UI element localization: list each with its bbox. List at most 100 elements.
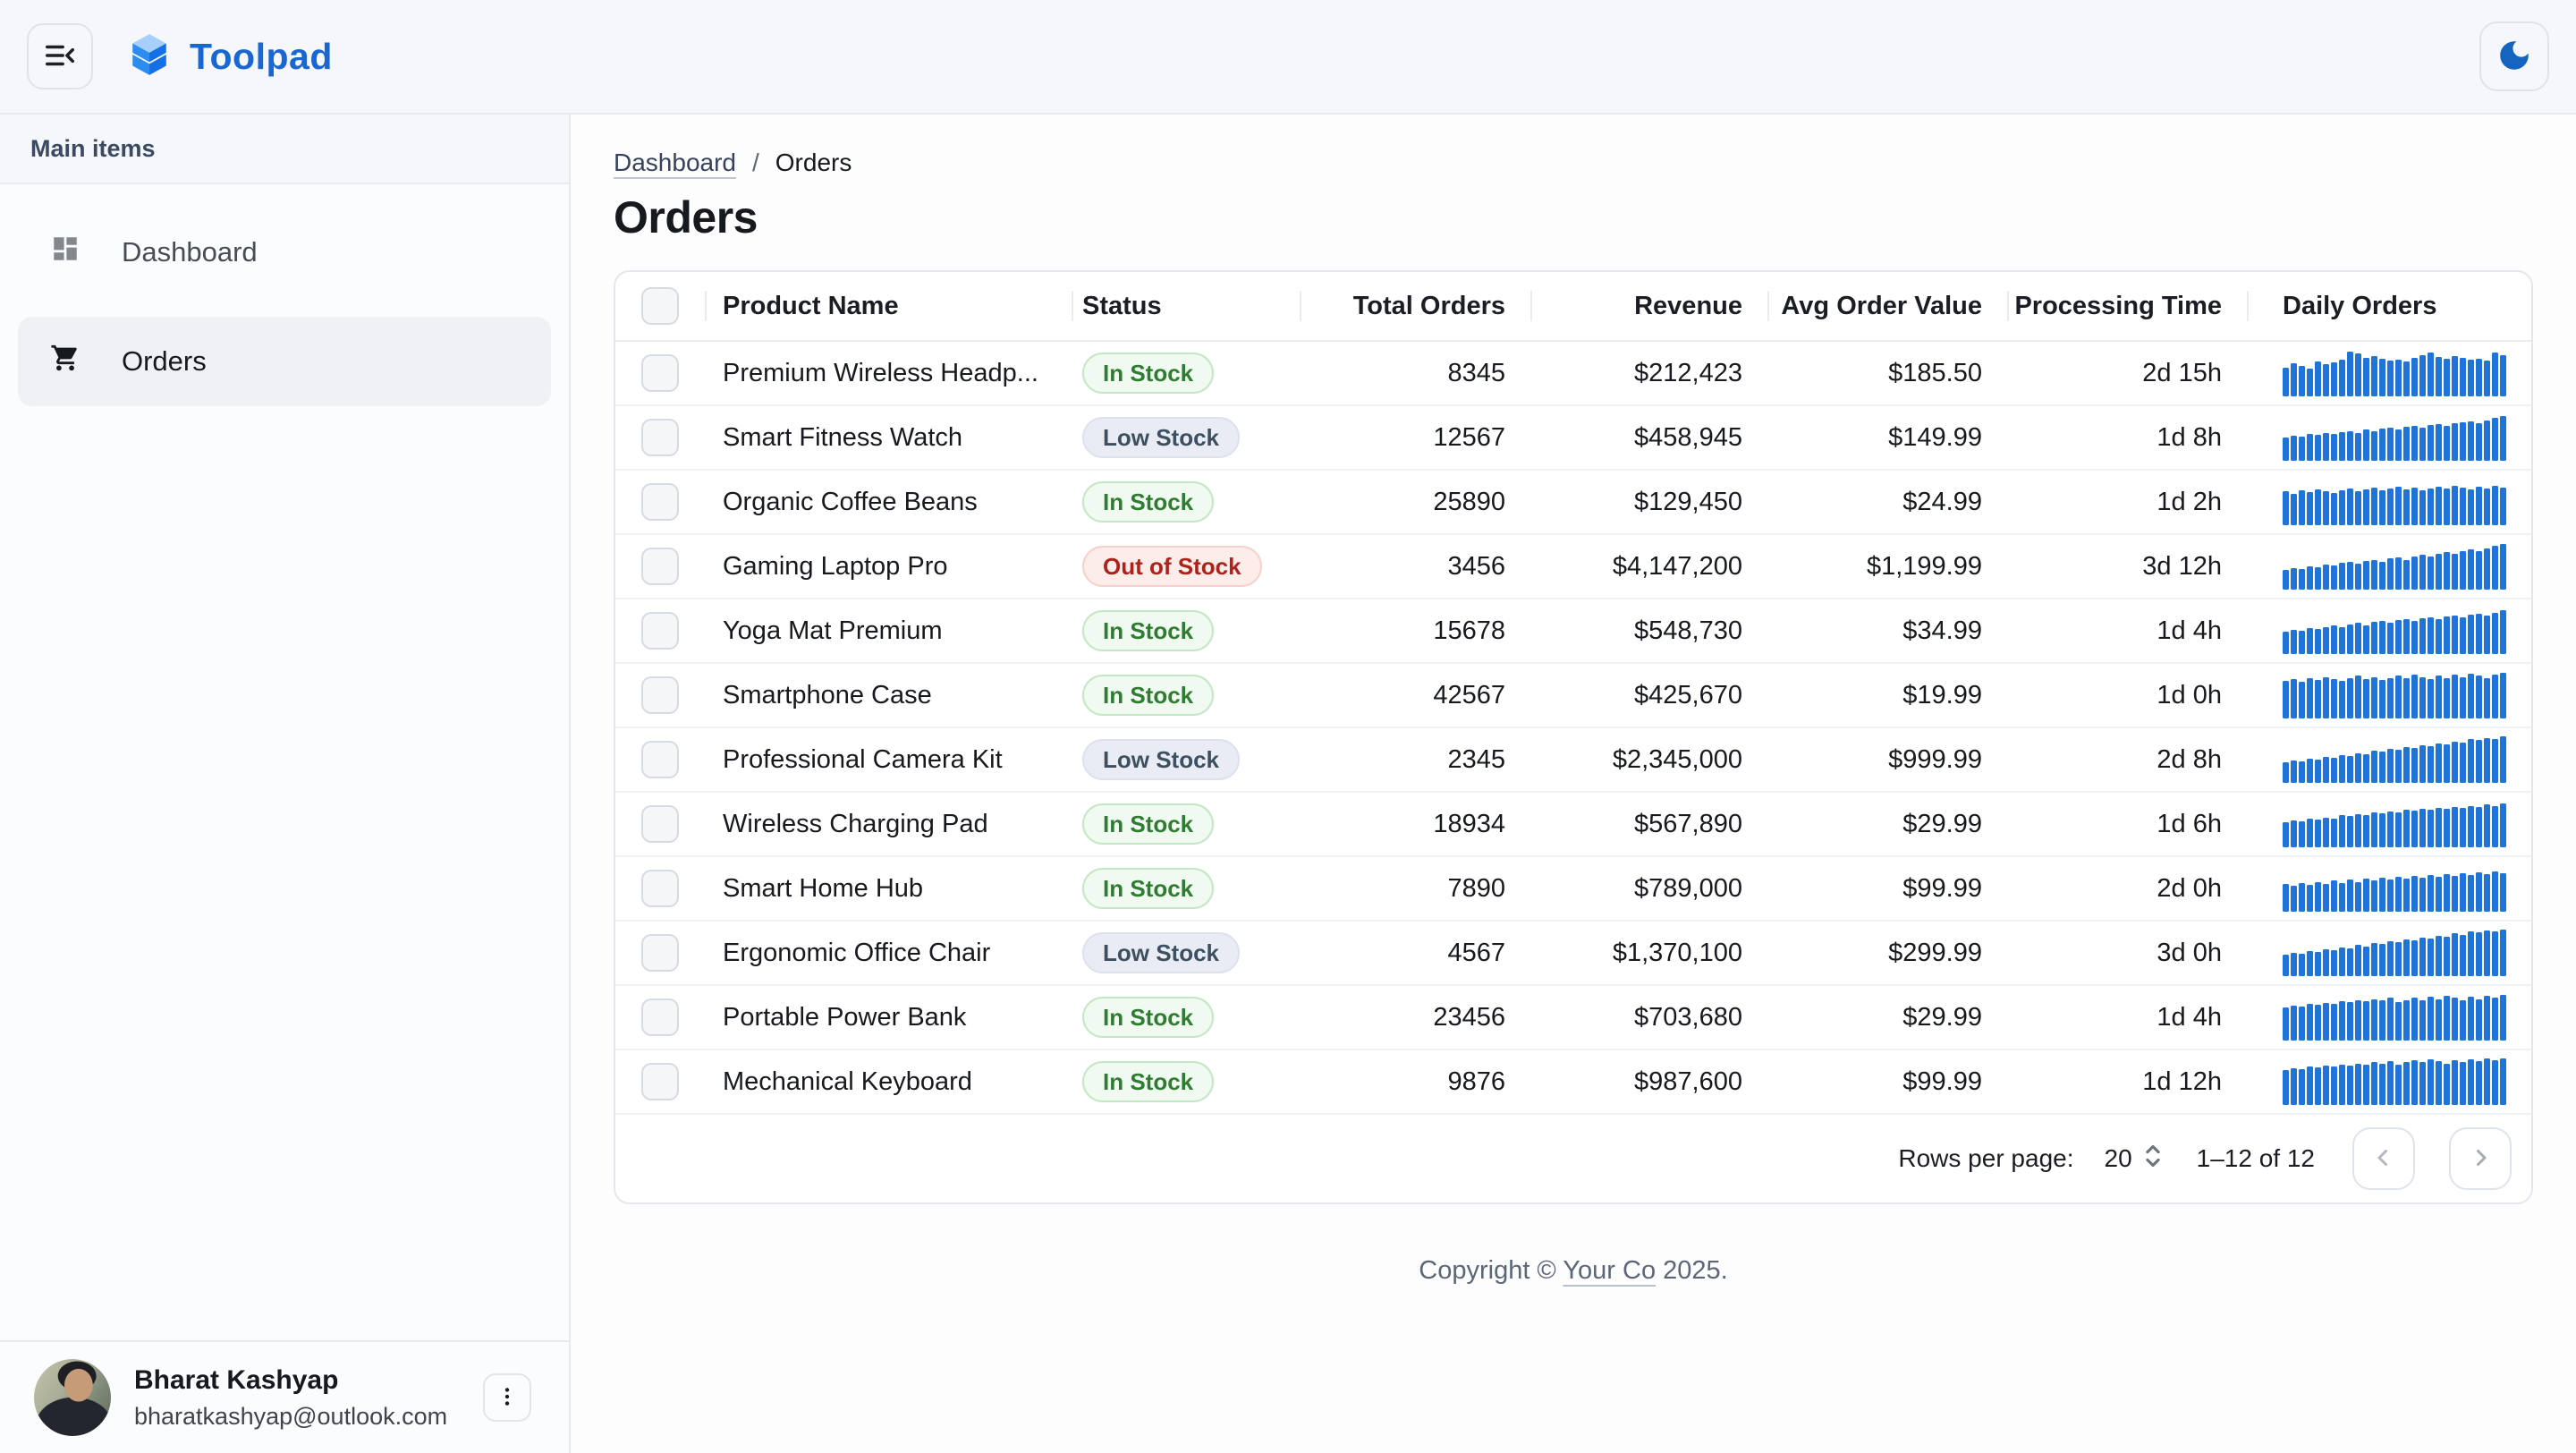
table-pagination: Rows per page: 20 1–12 of 12: [615, 1115, 2531, 1202]
column-header-daily-orders[interactable]: Daily Orders: [2247, 272, 2531, 340]
table-row: Ergonomic Office Chair Low Stock 4567 $1…: [615, 922, 2531, 986]
row-checkbox[interactable]: [641, 483, 679, 521]
row-checkbox[interactable]: [641, 805, 679, 843]
daily-orders-sparkline: [2247, 664, 2531, 726]
breadcrumb-dashboard-link[interactable]: Dashboard: [614, 149, 736, 176]
app-logo[interactable]: Toolpad: [127, 32, 333, 81]
total-orders-cell: 8345: [1447, 358, 1505, 387]
avg-order-value-cell: $185.50: [1888, 358, 1982, 387]
row-checkbox[interactable]: [641, 354, 679, 392]
column-header-status[interactable]: Status: [1072, 272, 1300, 340]
revenue-cell: $129,450: [1634, 487, 1742, 516]
user-menu-button[interactable]: [483, 1373, 531, 1422]
total-orders-cell: 18934: [1433, 809, 1505, 838]
row-checkbox[interactable]: [641, 676, 679, 714]
product-name-cell: Premium Wireless Headp...: [723, 358, 1038, 387]
product-name-cell: Smart Home Hub: [723, 873, 924, 903]
total-orders-cell: 15678: [1433, 616, 1505, 645]
column-header-avg-order-value[interactable]: Avg Order Value: [1767, 272, 2007, 340]
product-name-cell: Gaming Laptop Pro: [723, 551, 948, 581]
daily-orders-sparkline: [2247, 535, 2531, 598]
user-email: bharatkashyap@outlook.com: [134, 1402, 448, 1430]
collapse-sidebar-button[interactable]: [27, 23, 93, 89]
topbar: Toolpad: [0, 0, 2576, 115]
previous-page-button[interactable]: [2352, 1127, 2415, 1190]
footer-company-link[interactable]: Your Co: [1563, 1256, 1657, 1285]
revenue-cell: $548,730: [1634, 616, 1742, 645]
column-header-processing-time[interactable]: Processing Time: [2007, 272, 2247, 340]
select-stepper-icon: [2143, 1143, 2163, 1175]
row-checkbox[interactable]: [641, 548, 679, 585]
total-orders-cell: 42567: [1433, 680, 1505, 710]
orders-table: Product Name Status Total Orders Revenue…: [614, 270, 2533, 1204]
daily-orders-sparkline: [2247, 857, 2531, 920]
app-title: Toolpad: [190, 35, 333, 77]
table-row: Organic Coffee Beans In Stock 25890 $129…: [615, 471, 2531, 535]
table-row: Portable Power Bank In Stock 23456 $703,…: [615, 986, 2531, 1050]
revenue-cell: $2,345,000: [1612, 744, 1742, 774]
total-orders-cell: 23456: [1433, 1002, 1505, 1032]
row-checkbox[interactable]: [641, 870, 679, 907]
row-checkbox[interactable]: [641, 998, 679, 1036]
row-checkbox[interactable]: [641, 934, 679, 972]
product-name-cell: Smartphone Case: [723, 680, 932, 710]
sidebar-item-orders[interactable]: Orders: [18, 317, 551, 406]
product-name-cell: Mechanical Keyboard: [723, 1066, 972, 1096]
avg-order-value-cell: $29.99: [1902, 1002, 1982, 1032]
sidebar-item-dashboard[interactable]: Dashboard: [18, 208, 551, 297]
processing-time-cell: 2d 8h: [2157, 744, 2222, 774]
avg-order-value-cell: $34.99: [1902, 616, 1982, 645]
total-orders-cell: 2345: [1447, 744, 1505, 774]
status-badge: In Stock: [1082, 675, 1215, 716]
rows-per-page-value: 20: [2104, 1144, 2132, 1172]
status-badge: Low Stock: [1082, 932, 1241, 973]
theme-toggle-button[interactable]: [2479, 21, 2549, 91]
sidebar-section-label: Main items: [0, 115, 569, 184]
sidebar-item-label: Dashboard: [122, 236, 258, 268]
avg-order-value-cell: $99.99: [1902, 873, 1982, 903]
status-badge: In Stock: [1082, 1061, 1215, 1102]
row-checkbox[interactable]: [641, 612, 679, 650]
table-row: Premium Wireless Headp... In Stock 8345 …: [615, 342, 2531, 406]
product-name-cell: Portable Power Bank: [723, 1002, 967, 1032]
row-checkbox[interactable]: [641, 419, 679, 456]
daily-orders-sparkline: [2247, 599, 2531, 662]
daily-orders-sparkline: [2247, 342, 2531, 404]
row-checkbox[interactable]: [641, 1063, 679, 1100]
processing-time-cell: 2d 15h: [2142, 358, 2222, 387]
table-row: Yoga Mat Premium In Stock 15678 $548,730…: [615, 599, 2531, 664]
table-body: Premium Wireless Headp... In Stock 8345 …: [615, 342, 2531, 1115]
rows-per-page-select[interactable]: 20: [2105, 1143, 2163, 1175]
product-name-cell: Yoga Mat Premium: [723, 616, 943, 645]
select-all-checkbox[interactable]: [641, 287, 679, 325]
total-orders-cell: 7890: [1447, 873, 1505, 903]
processing-time-cell: 1d 4h: [2157, 1002, 2222, 1032]
processing-time-cell: 1d 4h: [2157, 616, 2222, 645]
breadcrumb: Dashboard / Orders: [614, 149, 2533, 177]
processing-time-cell: 2d 0h: [2157, 873, 2222, 903]
processing-time-cell: 1d 2h: [2157, 487, 2222, 516]
sidebar-user-section: Bharat Kashyap bharatkashyap@outlook.com: [0, 1340, 569, 1453]
avg-order-value-cell: $1,199.99: [1866, 551, 1982, 581]
table-row: Smartphone Case In Stock 42567 $425,670 …: [615, 664, 2531, 728]
column-header-total-orders[interactable]: Total Orders: [1300, 272, 1530, 340]
daily-orders-sparkline: [2247, 1050, 2531, 1113]
total-orders-cell: 25890: [1433, 487, 1505, 516]
next-page-button[interactable]: [2449, 1127, 2512, 1190]
status-badge: Low Stock: [1082, 417, 1241, 458]
product-name-cell: Wireless Charging Pad: [723, 809, 988, 838]
moon-icon: [2496, 37, 2533, 77]
rows-per-page-label: Rows per page:: [1898, 1144, 2074, 1172]
avg-order-value-cell: $29.99: [1902, 809, 1982, 838]
total-orders-cell: 4567: [1447, 938, 1505, 967]
daily-orders-sparkline: [2247, 728, 2531, 791]
daily-orders-sparkline: [2247, 471, 2531, 533]
column-header-product-name[interactable]: Product Name: [705, 272, 1072, 340]
main-content: Dashboard / Orders Orders Product Name S…: [571, 115, 2576, 1453]
row-checkbox[interactable]: [641, 741, 679, 778]
revenue-cell: $4,147,200: [1612, 551, 1742, 581]
revenue-cell: $567,890: [1634, 809, 1742, 838]
column-header-revenue[interactable]: Revenue: [1530, 272, 1767, 340]
product-name-cell: Professional Camera Kit: [723, 744, 1003, 774]
product-name-cell: Smart Fitness Watch: [723, 422, 963, 452]
